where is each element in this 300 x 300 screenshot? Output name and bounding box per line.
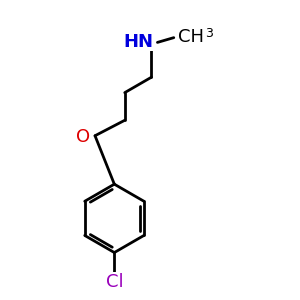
Text: HN: HN xyxy=(123,32,153,50)
Text: O: O xyxy=(76,128,90,146)
Text: Cl: Cl xyxy=(106,273,123,291)
Text: CH: CH xyxy=(178,28,204,46)
Text: 3: 3 xyxy=(205,27,213,40)
